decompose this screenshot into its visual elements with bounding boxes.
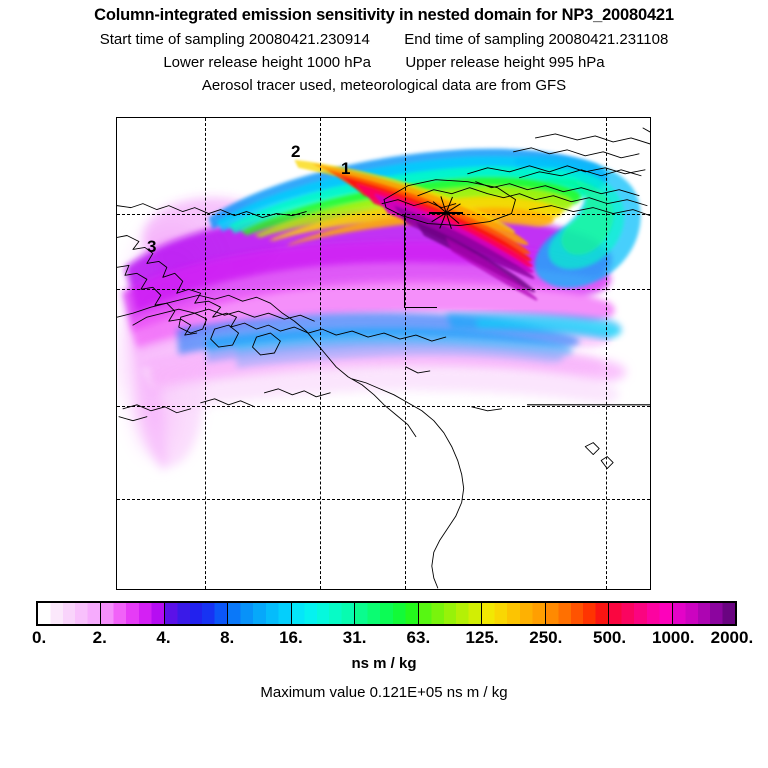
gridline-vertical <box>205 118 206 589</box>
domain-edge-segment <box>405 307 437 309</box>
gridline-vertical <box>606 118 607 589</box>
colorbar-segment <box>164 603 229 624</box>
colorbar: 0. 2. 4. 8. 16. 31. 63. 125. 250. 500. 1000. 2000. <box>32 601 753 647</box>
colorbar-segment <box>609 603 673 624</box>
colorbar-tick-label: 125. <box>465 628 499 647</box>
colorbar-gradient <box>36 601 737 626</box>
map-plot-area: 1 2 3 <box>116 117 651 590</box>
colorbar-segment <box>355 603 419 624</box>
plume-annotation-1: 1 <box>341 159 351 178</box>
gridline-horizontal <box>117 499 650 500</box>
colorbar-unit-label: ns m / kg <box>351 655 417 672</box>
page-title: Column-integrated emission sensitivity i… <box>94 6 674 24</box>
colorbar-segment <box>672 603 735 624</box>
gridline-vertical <box>320 118 321 589</box>
colorbar-tick-label: 63. <box>406 628 431 647</box>
gridline-horizontal <box>117 289 650 290</box>
colorbar-tick-label: 500. <box>592 628 627 647</box>
colorbar-segment <box>101 603 165 624</box>
map-gridlines <box>117 118 650 589</box>
colorbar-tick-label: 4. <box>156 628 171 647</box>
colorbar-tick-label: 0. <box>32 628 47 647</box>
colorbar-segment <box>291 603 356 624</box>
release-height-line: Lower release height 1000 hPa Upper rele… <box>0 54 768 71</box>
annotation-layer: 1 2 3 <box>117 118 650 589</box>
end-time-label: End time of sampling 20080421.231108 <box>404 31 669 48</box>
gridline-horizontal <box>117 406 650 407</box>
lower-release-height-label: Lower release height 1000 hPa <box>163 54 371 71</box>
colorbar-tick-label: 31. <box>342 628 367 647</box>
colorbar-tick-label: 2000. <box>710 628 754 647</box>
upper-release-height-label: Upper release height 995 hPa <box>405 54 605 71</box>
sampling-time-line: Start time of sampling 20080421.230914 E… <box>0 31 768 48</box>
colorbar-segment <box>38 603 102 624</box>
header-block: Column-integrated emission sensitivity i… <box>0 0 768 94</box>
colorbar-tick-label: 1000. <box>651 628 695 647</box>
colorbar-segment <box>418 603 483 624</box>
colorbar-tick-label: 8. <box>220 628 235 647</box>
gridline-vertical <box>405 118 406 589</box>
colorbar-tick-label: 16. <box>279 628 303 647</box>
colorbar-segment <box>482 603 546 624</box>
plume-annotation-3: 3 <box>147 237 157 256</box>
start-time-label: Start time of sampling 20080421.230914 <box>99 31 370 48</box>
gridline-horizontal <box>117 214 650 215</box>
tracer-meteo-label: Aerosol tracer used, meteorological data… <box>201 77 567 94</box>
plume-annotation-2: 2 <box>291 142 301 161</box>
colorbar-tick-label: 2. <box>92 628 107 647</box>
colorbar-segment <box>545 603 610 624</box>
maximum-value-label: Maximum value 0.121E+05 ns m / kg <box>260 684 508 701</box>
domain-edge-segment <box>404 214 406 308</box>
colorbar-segment <box>228 603 292 624</box>
colorbar-tick-label: 250. <box>529 628 563 647</box>
